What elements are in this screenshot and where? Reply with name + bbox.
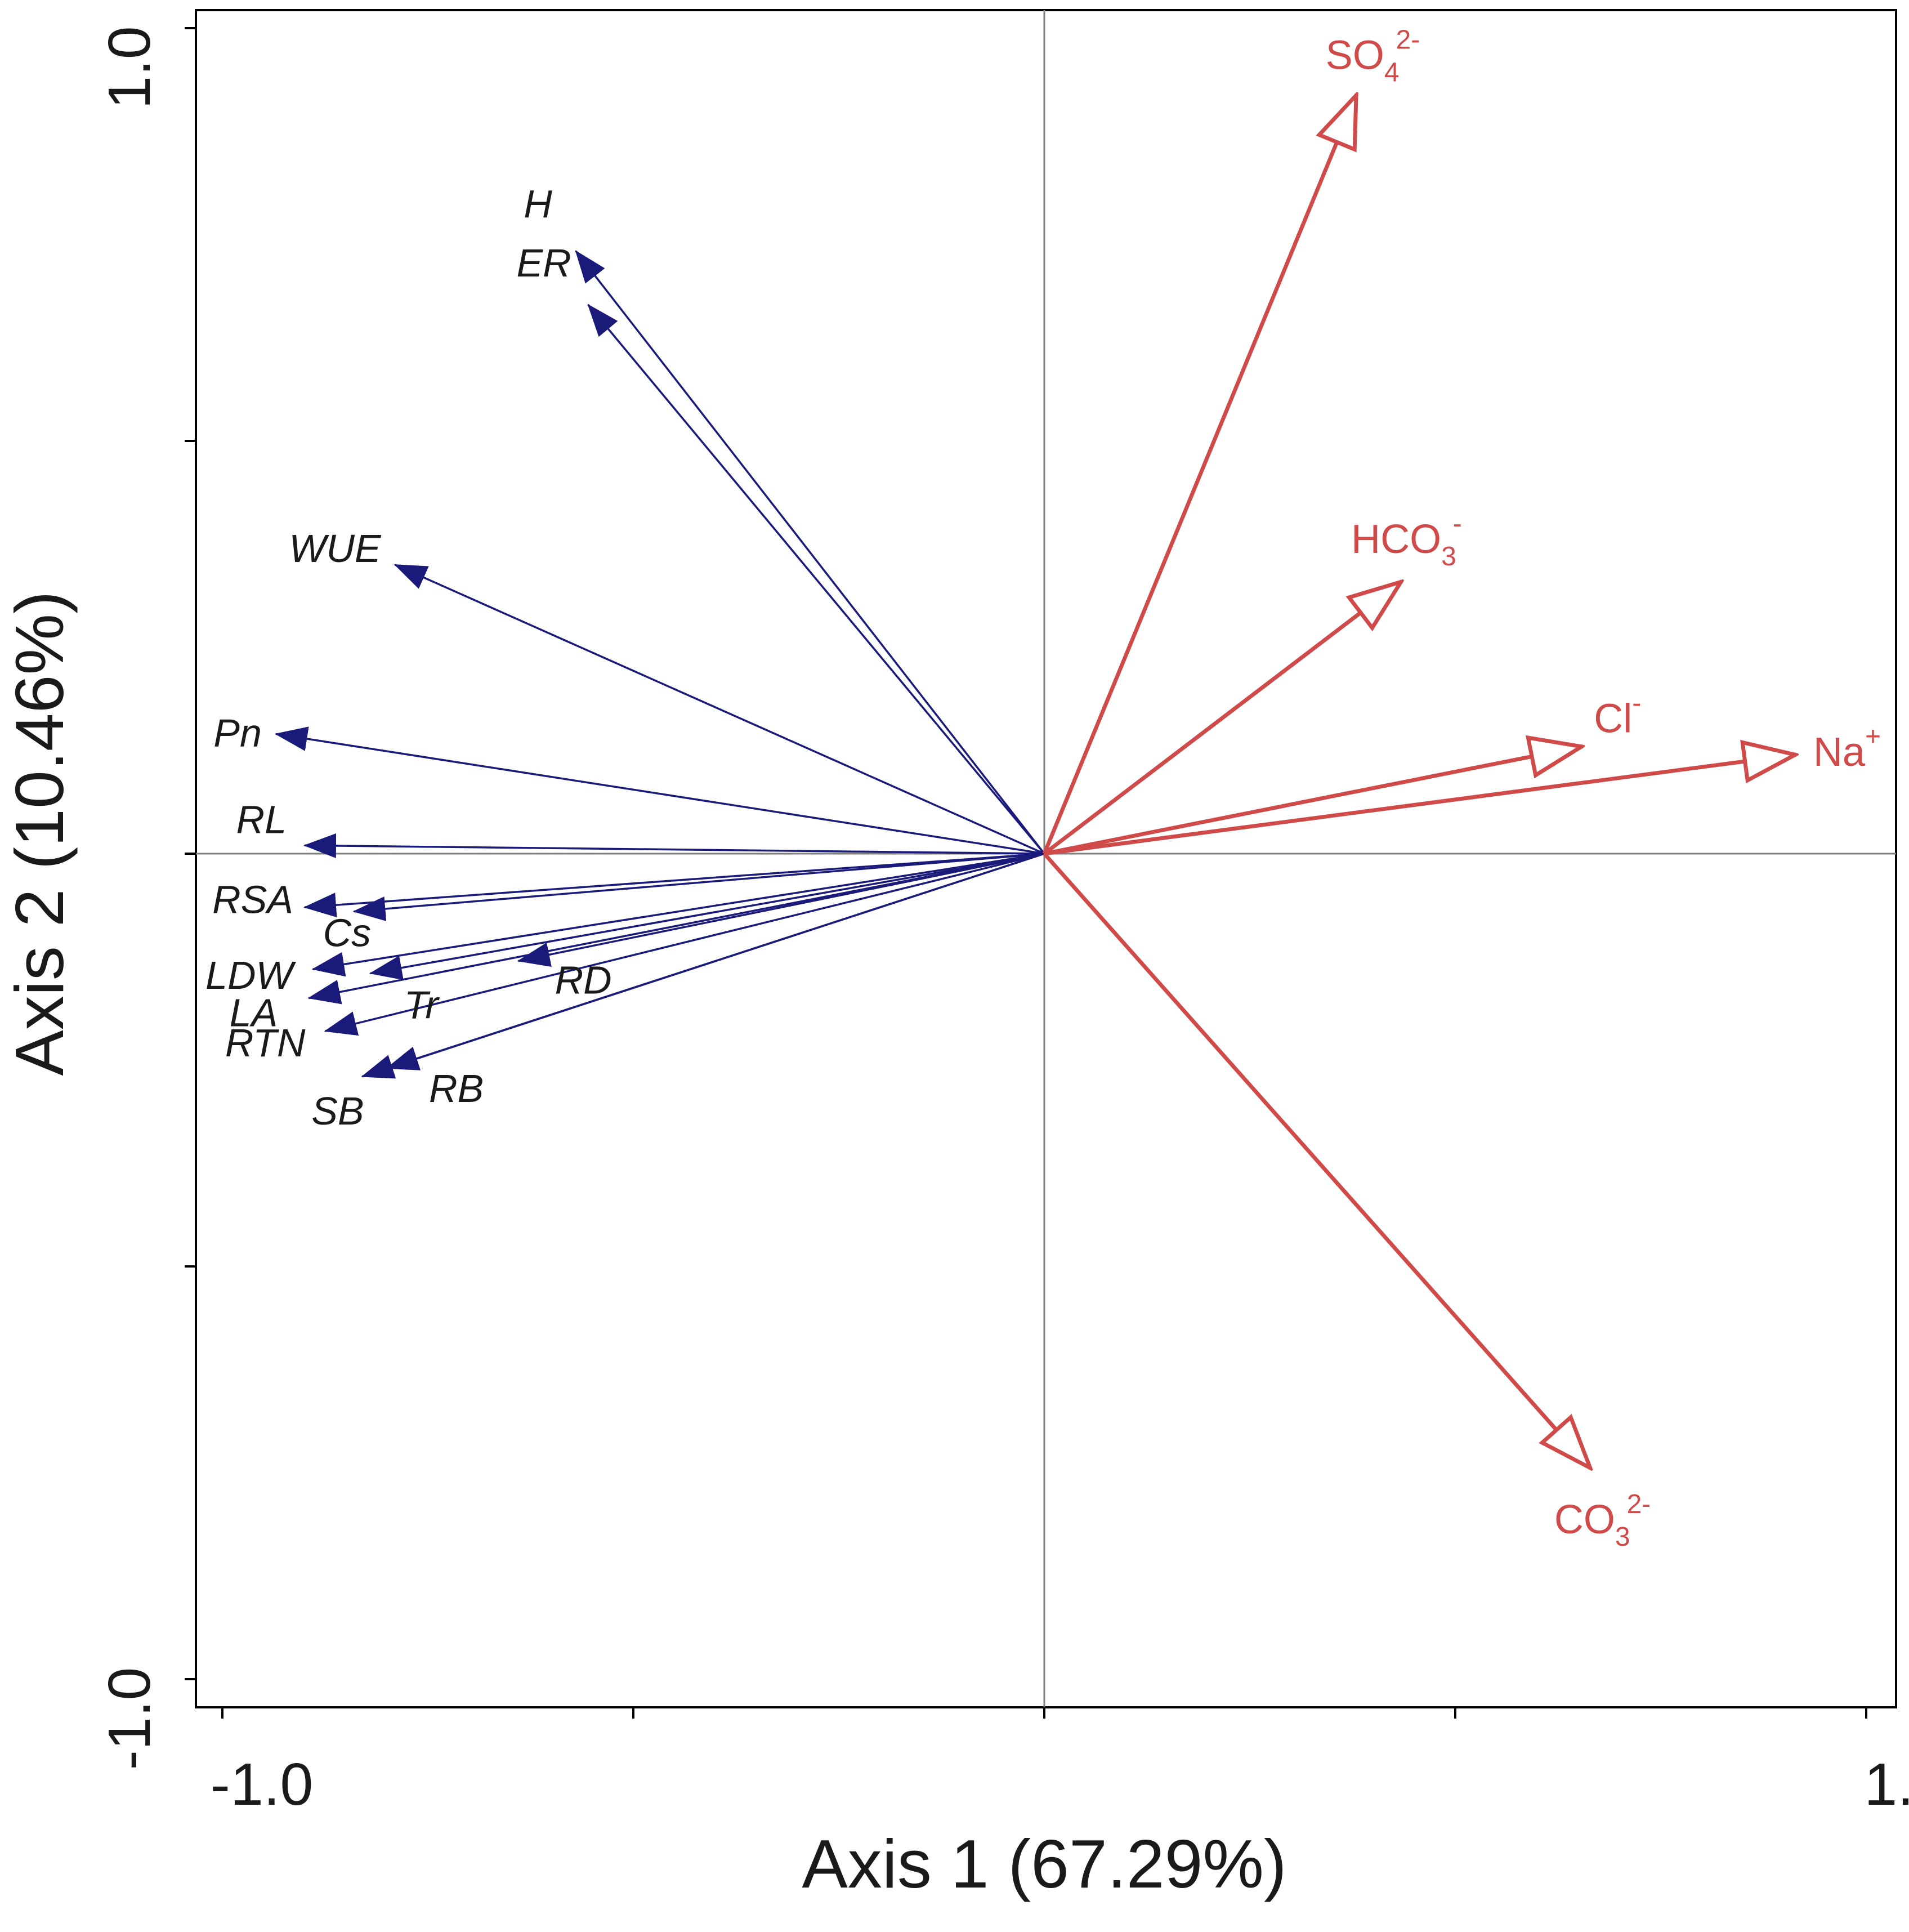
- vector-so: [1042, 94, 1359, 855]
- label-er: ER: [516, 241, 571, 285]
- label-rtn: RTN: [225, 1021, 306, 1065]
- label-sb: SB: [311, 1089, 364, 1133]
- vector-pn: [274, 726, 1045, 855]
- vector-rsa: [303, 853, 1045, 918]
- label-tr: Tr: [404, 983, 440, 1027]
- x-tick-label: -1.0: [211, 1751, 314, 1818]
- vector-er: [587, 304, 1045, 855]
- vector-rtn: [324, 853, 1045, 1036]
- label-na: Na+: [1813, 722, 1881, 775]
- vector-rl: [303, 833, 1045, 858]
- label-pn: Pn: [213, 711, 262, 755]
- vector-cs: [352, 853, 1045, 921]
- label-rsa: RSA: [212, 877, 293, 921]
- label-cs: Cs: [323, 911, 372, 955]
- vector-la: [307, 853, 1045, 1005]
- label-co: CO32-: [1554, 1489, 1651, 1552]
- y-tick-label: -1.0: [96, 1667, 163, 1770]
- label-la: LA: [230, 991, 278, 1035]
- label-ldw: LDW: [205, 953, 296, 997]
- label-rb: RB: [429, 1067, 484, 1110]
- vector-h: [575, 250, 1045, 855]
- plot-frame: [195, 9, 1897, 1708]
- x-tick-label: 1.0: [1864, 1751, 1909, 1818]
- y-axis-title: Axis 2 (10.46%): [1, 591, 78, 1076]
- label-rl: RL: [236, 797, 287, 841]
- vector-cl: [1044, 746, 1582, 856]
- label-hco: HCO3-: [1351, 509, 1462, 572]
- y-tick-label: 1.0: [96, 26, 163, 109]
- vector-wue: [394, 564, 1045, 855]
- vector-hco: [1043, 581, 1402, 855]
- label-so: SO42-: [1326, 25, 1420, 87]
- vector-ldw: [311, 853, 1045, 977]
- label-h: H: [524, 182, 552, 226]
- vector-rb: [386, 853, 1045, 1070]
- vector-co: [1043, 852, 1591, 1469]
- label-wue: WUE: [289, 526, 382, 570]
- vector-tr: [369, 853, 1045, 980]
- label-cl: Cl-: [1594, 688, 1641, 741]
- x-axis-title: Axis 1 (67.29%): [802, 1826, 1286, 1902]
- label-rd: RD: [555, 958, 612, 1002]
- vector-na: [1044, 755, 1796, 856]
